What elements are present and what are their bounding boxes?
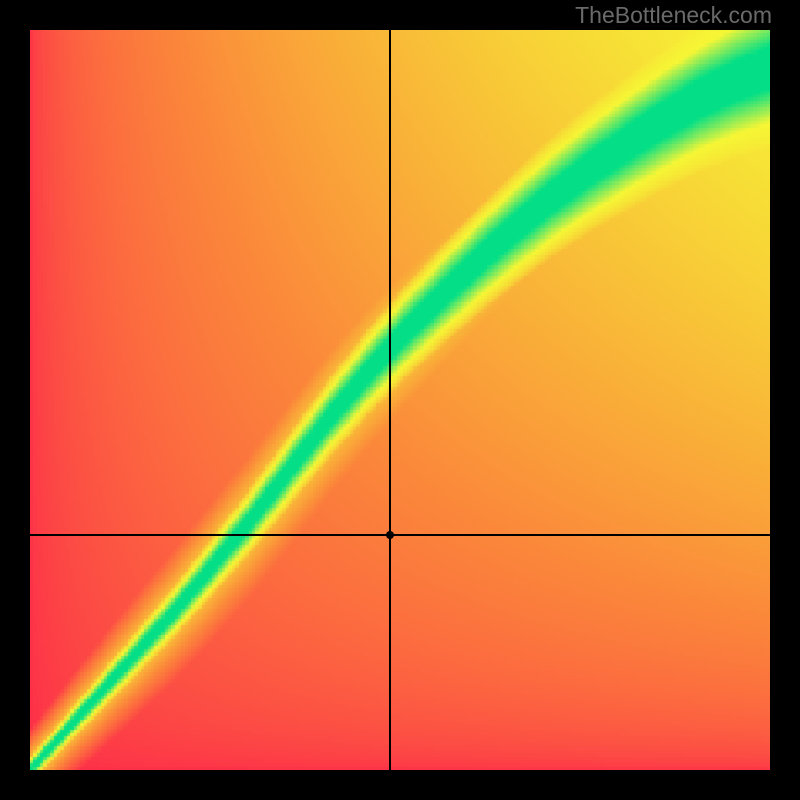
crosshair-dot [386,531,394,539]
crosshair-vertical [389,30,391,770]
watermark-text: TheBottleneck.com [575,2,772,29]
chart-container: TheBottleneck.com [0,0,800,800]
crosshair-horizontal [30,534,770,536]
plot-frame [24,24,776,776]
